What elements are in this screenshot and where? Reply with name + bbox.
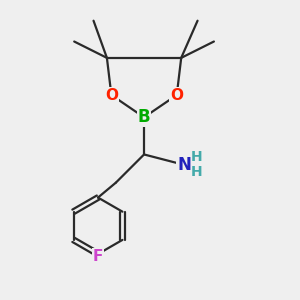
Text: F: F — [93, 249, 103, 264]
Text: B: B — [138, 108, 150, 126]
Text: O: O — [170, 88, 183, 103]
Text: H: H — [191, 150, 203, 164]
Text: N: N — [177, 156, 191, 174]
Text: O: O — [105, 88, 118, 103]
Text: H: H — [191, 165, 203, 179]
